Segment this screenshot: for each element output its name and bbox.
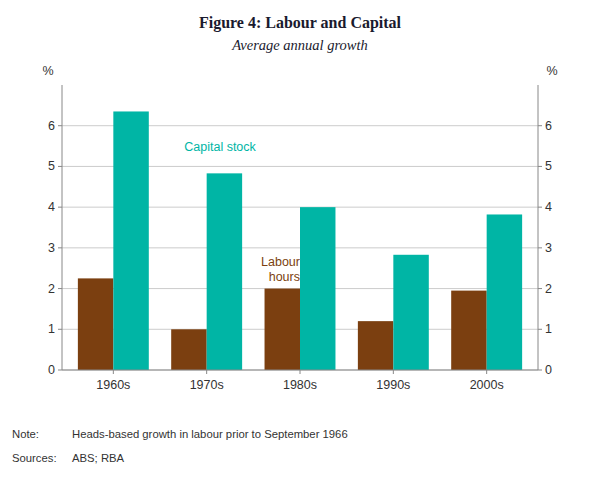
x-tick-label: 1980s: [283, 378, 317, 392]
bar: [265, 289, 300, 370]
y-tick-label: 3: [48, 241, 55, 255]
y2-tick: [538, 288, 542, 289]
series-label-line: Capital stock: [184, 140, 256, 154]
y2-axis-label: %: [546, 64, 557, 78]
y2-tick-label: 2: [545, 282, 552, 296]
x-tick: [206, 370, 207, 374]
bar: [487, 214, 522, 370]
x-tick-label: 1960s: [96, 378, 130, 392]
y2-tick: [538, 329, 542, 330]
y2-tick-label: 0: [545, 363, 552, 377]
title: Figure 4: Labour and Capital: [199, 14, 402, 32]
bar: [358, 321, 393, 370]
y2-tick: [538, 207, 542, 208]
bar: [300, 207, 335, 370]
sources-label: Sources:: [12, 452, 57, 464]
axes: 0 1 2 3 4 5 6 0 1 2 3 4 5 6 1960s 1970s 1980s 1990s 2000s: [48, 85, 552, 392]
y2-tick-label: 4: [545, 200, 552, 214]
x-tick-label: 1990s: [376, 378, 410, 392]
x-tick: [300, 370, 301, 374]
y2-tick: [538, 247, 542, 248]
y2-tick-label: 3: [545, 241, 552, 255]
y-tick-label: 5: [48, 159, 55, 173]
y-tick: [58, 370, 62, 371]
y-tick: [58, 125, 62, 126]
y-tick-label: 2: [48, 282, 55, 296]
bar: [171, 329, 206, 370]
bar: [207, 173, 242, 370]
x-tick: [486, 370, 487, 374]
y2-axis-line: [538, 85, 539, 370]
series-label: Labourhours: [261, 255, 300, 284]
x-tick: [113, 370, 114, 374]
footnotes: Note: Heads-based growth in labour prior …: [12, 428, 348, 464]
chart-container: Figure 4: Labour and Capital Average annu…: [0, 0, 600, 490]
background: [0, 0, 600, 490]
y-tick-label: 0: [48, 363, 55, 377]
x-tick-label: 2000s: [470, 378, 504, 392]
subtitle: Average annual growth: [231, 37, 368, 53]
y-axis-line: [62, 85, 63, 370]
y-tick: [58, 166, 62, 167]
y-tick: [58, 329, 62, 330]
bar: [113, 111, 148, 370]
x-tick-label: 1970s: [190, 378, 224, 392]
y-tick: [58, 207, 62, 208]
y-tick-label: 6: [48, 119, 55, 133]
series-label: Capital stock: [184, 140, 256, 154]
y2-tick-label: 1: [545, 322, 552, 336]
bars: [78, 111, 522, 370]
x-tick: [393, 370, 394, 374]
series-label-line: hours: [269, 270, 300, 284]
y2-tick: [538, 370, 542, 371]
y-tick: [58, 288, 62, 289]
note-label: Note:: [12, 428, 39, 440]
y2-tick: [538, 166, 542, 167]
chart-svg: Figure 4: Labour and Capital Average annu…: [0, 0, 600, 490]
note-text: Heads-based growth in labour prior to Se…: [72, 428, 348, 440]
series-label-line: Labour: [261, 255, 300, 269]
y-axis-label: %: [42, 64, 53, 78]
bar: [451, 291, 486, 370]
y-tick-label: 1: [48, 322, 55, 336]
bar: [78, 278, 113, 370]
sources-text: ABS; RBA: [72, 452, 125, 464]
y2-tick-label: 5: [545, 159, 552, 173]
y-tick-label: 4: [48, 200, 55, 214]
y2-tick: [538, 125, 542, 126]
y-tick: [58, 247, 62, 248]
bar: [393, 255, 428, 370]
y2-tick-label: 6: [545, 119, 552, 133]
